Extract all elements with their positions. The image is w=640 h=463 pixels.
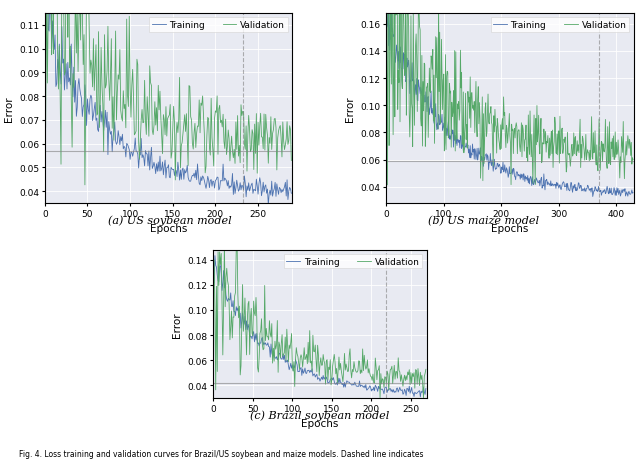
Training: [463, 145, 471, 151]
Validation: [429, 119, 437, 125]
Line: Validation: Validation: [45, 0, 291, 186]
Validation: [258, 135, 266, 140]
Training: [190, 171, 198, 176]
Training: [243, 319, 250, 324]
Training: [332, 382, 340, 387]
Text: (a) US soybean model: (a) US soybean model: [108, 215, 232, 226]
Validation: [151, 100, 159, 105]
Text: (b) US maize model: (b) US maize model: [428, 215, 539, 225]
Training: [209, 254, 217, 260]
Line: Training: Training: [213, 256, 426, 397]
Validation: [629, 157, 637, 163]
Line: Training: Training: [45, 0, 291, 205]
Validation: [218, 251, 225, 257]
Validation: [81, 183, 89, 188]
Validation: [243, 352, 250, 358]
Validation: [464, 89, 472, 95]
Y-axis label: Error: Error: [345, 96, 355, 122]
Validation: [382, 0, 390, 4]
Text: Fig. 4. Loss training and validation curves for Brazil/US soybean and maize mode: Fig. 4. Loss training and validation cur…: [19, 450, 424, 458]
Line: Validation: Validation: [213, 239, 426, 398]
Validation: [209, 259, 217, 265]
X-axis label: Epochs: Epochs: [301, 418, 339, 428]
Training: [424, 96, 431, 101]
Validation: [424, 135, 432, 141]
Legend: Training, Validation: Training, Validation: [491, 19, 629, 33]
Training: [578, 188, 586, 194]
Training: [589, 194, 596, 200]
Validation: [280, 139, 287, 145]
Validation: [579, 134, 586, 140]
Validation: [332, 371, 340, 377]
Y-axis label: Error: Error: [172, 311, 182, 337]
Training: [287, 191, 295, 197]
Training: [422, 386, 429, 392]
Validation: [233, 237, 241, 242]
Training: [267, 341, 275, 347]
Line: Training: Training: [386, 5, 633, 197]
Training: [382, 15, 390, 21]
Validation: [44, 4, 52, 10]
Line: Validation: Validation: [386, 0, 633, 186]
Training: [384, 2, 392, 8]
Validation: [100, 33, 108, 38]
Legend: Training, Validation: Training, Validation: [149, 19, 288, 33]
Validation: [267, 334, 275, 340]
Training: [392, 53, 400, 58]
Training: [283, 359, 291, 365]
Validation: [383, 183, 391, 188]
Validation: [283, 327, 291, 332]
Validation: [191, 121, 199, 127]
Training: [629, 191, 637, 196]
Training: [45, 29, 53, 35]
Training: [417, 394, 424, 400]
Training: [356, 378, 364, 384]
Training: [429, 113, 436, 118]
X-axis label: Epochs: Epochs: [492, 224, 529, 234]
Training: [257, 181, 264, 187]
Training: [100, 129, 108, 134]
Validation: [447, 89, 454, 94]
Validation: [420, 395, 428, 400]
Training: [264, 202, 272, 208]
Validation: [356, 359, 364, 364]
Validation: [422, 367, 429, 372]
Text: (c) Brazil soybean model: (c) Brazil soybean model: [250, 410, 390, 420]
X-axis label: Epochs: Epochs: [150, 224, 187, 234]
Y-axis label: Error: Error: [4, 96, 13, 122]
Training: [280, 187, 287, 193]
Training: [446, 134, 454, 139]
Training: [218, 288, 226, 294]
Validation: [287, 158, 295, 164]
Legend: Training, Validation: Training, Validation: [284, 255, 422, 269]
Training: [41, 0, 49, 2]
Training: [150, 160, 158, 166]
Training: [211, 253, 219, 259]
